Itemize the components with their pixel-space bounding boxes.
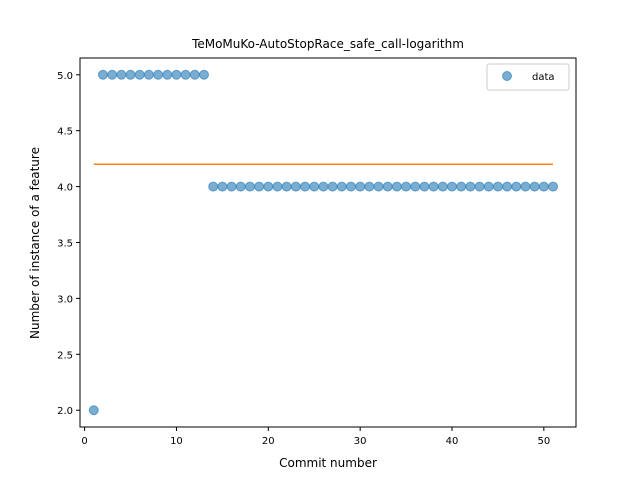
data-point <box>373 181 384 192</box>
data-point <box>465 181 476 192</box>
data-point <box>502 181 513 192</box>
data-point <box>345 181 356 192</box>
data-point <box>254 181 265 192</box>
data-point <box>474 181 485 192</box>
y-axis-ticks: 2.0 2.5 3.0 3.5 4.0 4.5 5.0 <box>57 71 80 417</box>
data-point <box>300 181 311 192</box>
y-tick-label: 2.0 <box>57 406 73 417</box>
y-tick-label: 3.5 <box>57 239 73 250</box>
x-axis-label: Commit number <box>279 456 377 470</box>
data-point <box>116 69 127 80</box>
x-tick-label: 50 <box>537 436 550 447</box>
data-point <box>125 69 136 80</box>
data-point <box>548 181 559 192</box>
data-point <box>336 181 347 192</box>
data-point <box>217 181 228 192</box>
data-point <box>511 181 522 192</box>
data-point <box>447 181 457 192</box>
data-point <box>391 181 402 192</box>
data-point <box>520 181 531 192</box>
x-tick-label: 10 <box>170 436 183 447</box>
data-point <box>107 69 118 80</box>
data-point <box>327 181 338 192</box>
x-tick-label: 20 <box>262 436 275 447</box>
legend-marker-data <box>502 71 512 81</box>
data-point <box>318 181 329 192</box>
data-point <box>529 181 540 192</box>
data-point <box>401 181 412 192</box>
y-tick-label: 2.5 <box>57 350 73 361</box>
data-point <box>226 181 237 192</box>
data-point <box>538 181 549 192</box>
data-point <box>456 181 467 192</box>
data-point <box>199 69 209 80</box>
data-point <box>97 69 108 80</box>
x-axis-ticks: 0 10 20 30 40 50 <box>81 427 550 447</box>
chart-title: TeMoMuKo-AutoStopRace_safe_call-logarith… <box>191 37 464 51</box>
data-point <box>244 181 255 192</box>
data-point <box>263 181 274 192</box>
data-point <box>143 69 154 80</box>
data-point <box>208 181 219 192</box>
data-point <box>309 181 320 192</box>
data-point <box>492 181 503 192</box>
data-point <box>272 181 283 192</box>
data-point <box>180 69 191 80</box>
data-point <box>410 181 421 192</box>
data-point <box>171 69 182 80</box>
data-point <box>428 181 439 192</box>
data-point <box>355 181 366 192</box>
data-point <box>281 181 292 192</box>
data-point <box>235 181 246 192</box>
y-axis-label: Number of instance of a feature <box>28 147 42 339</box>
data-point <box>189 69 200 80</box>
data-point <box>419 181 430 192</box>
x-tick-label: 30 <box>354 436 367 447</box>
y-tick-label: 3.0 <box>57 294 73 305</box>
plot-area <box>88 69 559 416</box>
data-point <box>483 181 494 192</box>
legend-box <box>486 63 570 91</box>
x-tick-label: 0 <box>81 436 87 447</box>
data-point <box>153 69 164 80</box>
y-tick-label: 4.5 <box>57 127 73 138</box>
legend: data <box>486 63 570 91</box>
x-tick-label: 40 <box>446 436 459 447</box>
data-point <box>437 181 448 192</box>
legend-label-data: data <box>532 72 555 83</box>
y-tick-label: 5.0 <box>57 71 73 82</box>
data-point <box>162 69 173 80</box>
data-point <box>134 69 145 80</box>
y-tick-label: 4.0 <box>57 183 73 194</box>
data-point <box>382 181 393 192</box>
data-point <box>364 181 375 192</box>
data-point <box>88 405 99 416</box>
data-point <box>290 181 301 192</box>
